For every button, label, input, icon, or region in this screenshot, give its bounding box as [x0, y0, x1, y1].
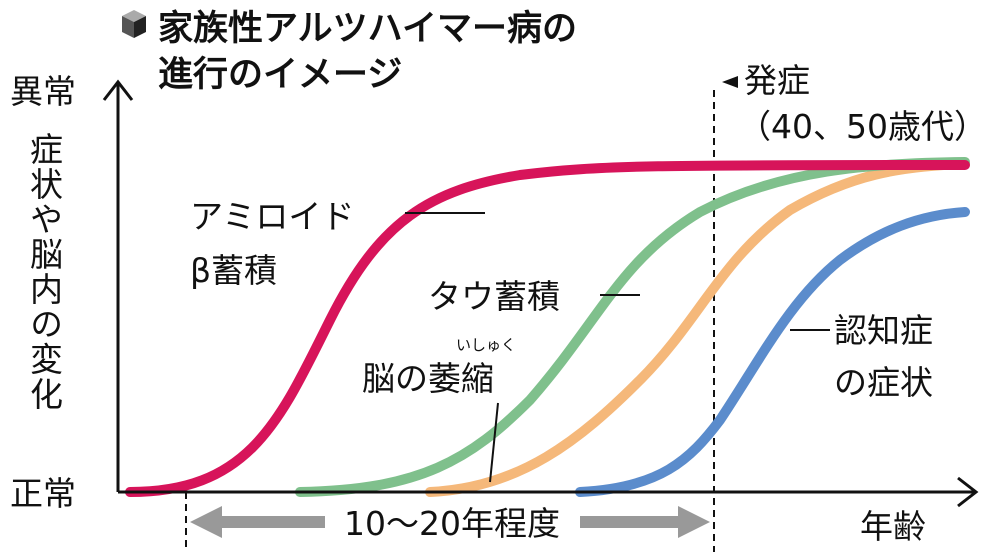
span-label: 10〜20年程度 — [344, 504, 560, 543]
y-top: 異常 — [10, 72, 76, 111]
dementia-curve — [575, 207, 970, 497]
curve-label: アミロイド — [190, 197, 354, 236]
onset-marker — [722, 76, 738, 88]
onset-age: （40、50歳代） — [738, 107, 987, 146]
span-bg — [325, 503, 580, 543]
onset-label: 発症 — [744, 61, 810, 100]
curve-label: β蓄積 — [190, 251, 277, 290]
curve-label: タウ蓄積 — [428, 277, 560, 316]
amyloid-curve — [125, 160, 970, 497]
atrophy-curve — [425, 159, 970, 497]
axes — [102, 79, 979, 508]
leader — [489, 402, 499, 483]
x-label: 年齢 — [860, 507, 926, 546]
curve-label: 認知症 — [834, 311, 933, 350]
curve-label: 脳の萎縮 — [362, 359, 494, 398]
title-icon — [122, 10, 146, 38]
y-bottom: 正常 — [10, 474, 76, 513]
curve-label: の症状 — [834, 363, 933, 402]
ruby: いしゅく — [456, 336, 516, 354]
title: 進行のイメージ — [158, 55, 402, 95]
y-label: 症状や脳内の変化 — [25, 132, 64, 412]
title: 家族性アルツハイマー病の — [158, 9, 577, 49]
